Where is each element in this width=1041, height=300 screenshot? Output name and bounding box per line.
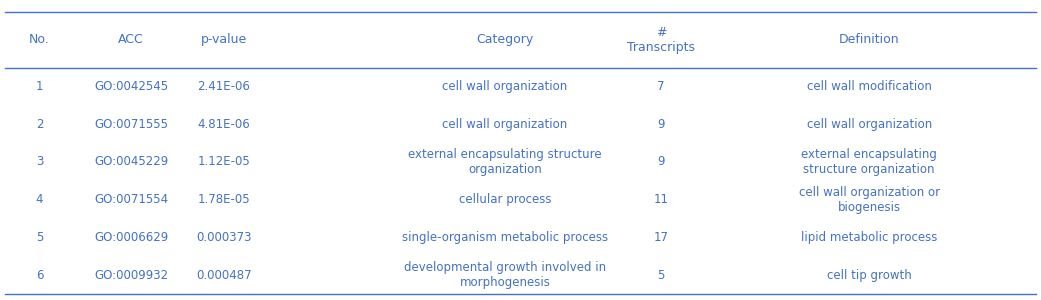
Text: No.: No. [29,33,50,46]
Text: 0.000487: 0.000487 [196,268,252,282]
Text: GO:0042545: GO:0042545 [94,80,169,93]
Text: 9: 9 [657,155,665,168]
Text: p-value: p-value [201,33,247,46]
Text: Category: Category [477,33,533,46]
Text: 5: 5 [35,231,44,244]
Text: 2: 2 [35,118,44,130]
Text: 5: 5 [657,268,665,282]
Text: 17: 17 [654,231,668,244]
Text: GO:0071555: GO:0071555 [94,118,169,130]
Text: GO:0009932: GO:0009932 [94,268,169,282]
Text: 7: 7 [657,80,665,93]
Text: #
Transcripts: # Transcripts [627,26,695,54]
Text: GO:0071554: GO:0071554 [94,193,169,206]
Text: 2.41E-06: 2.41E-06 [198,80,250,93]
Text: single-organism metabolic process: single-organism metabolic process [402,231,608,244]
Text: cellular process: cellular process [459,193,551,206]
Text: external encapsulating structure
organization: external encapsulating structure organiz… [408,148,602,176]
Text: 4: 4 [35,193,44,206]
Text: 1: 1 [35,80,44,93]
Text: lipid metabolic process: lipid metabolic process [801,231,938,244]
Text: 4.81E-06: 4.81E-06 [198,118,250,130]
Text: GO:0006629: GO:0006629 [94,231,169,244]
Text: cell wall organization: cell wall organization [807,118,932,130]
Text: 0.000373: 0.000373 [196,231,252,244]
Text: 1.78E-05: 1.78E-05 [198,193,250,206]
Text: cell tip growth: cell tip growth [827,268,912,282]
Text: 11: 11 [654,193,668,206]
Text: cell wall organization: cell wall organization [442,80,567,93]
Text: developmental growth involved in
morphogenesis: developmental growth involved in morphog… [404,261,606,289]
Text: cell wall organization or
biogenesis: cell wall organization or biogenesis [798,186,940,214]
Text: GO:0045229: GO:0045229 [94,155,169,168]
Text: cell wall organization: cell wall organization [442,118,567,130]
Text: Definition: Definition [839,33,899,46]
Text: 9: 9 [657,118,665,130]
Text: 1.12E-05: 1.12E-05 [198,155,250,168]
Text: 3: 3 [35,155,44,168]
Text: external encapsulating
structure organization: external encapsulating structure organiz… [802,148,937,176]
Text: ACC: ACC [119,33,144,46]
Text: cell wall modification: cell wall modification [807,80,932,93]
Text: 6: 6 [35,268,44,282]
